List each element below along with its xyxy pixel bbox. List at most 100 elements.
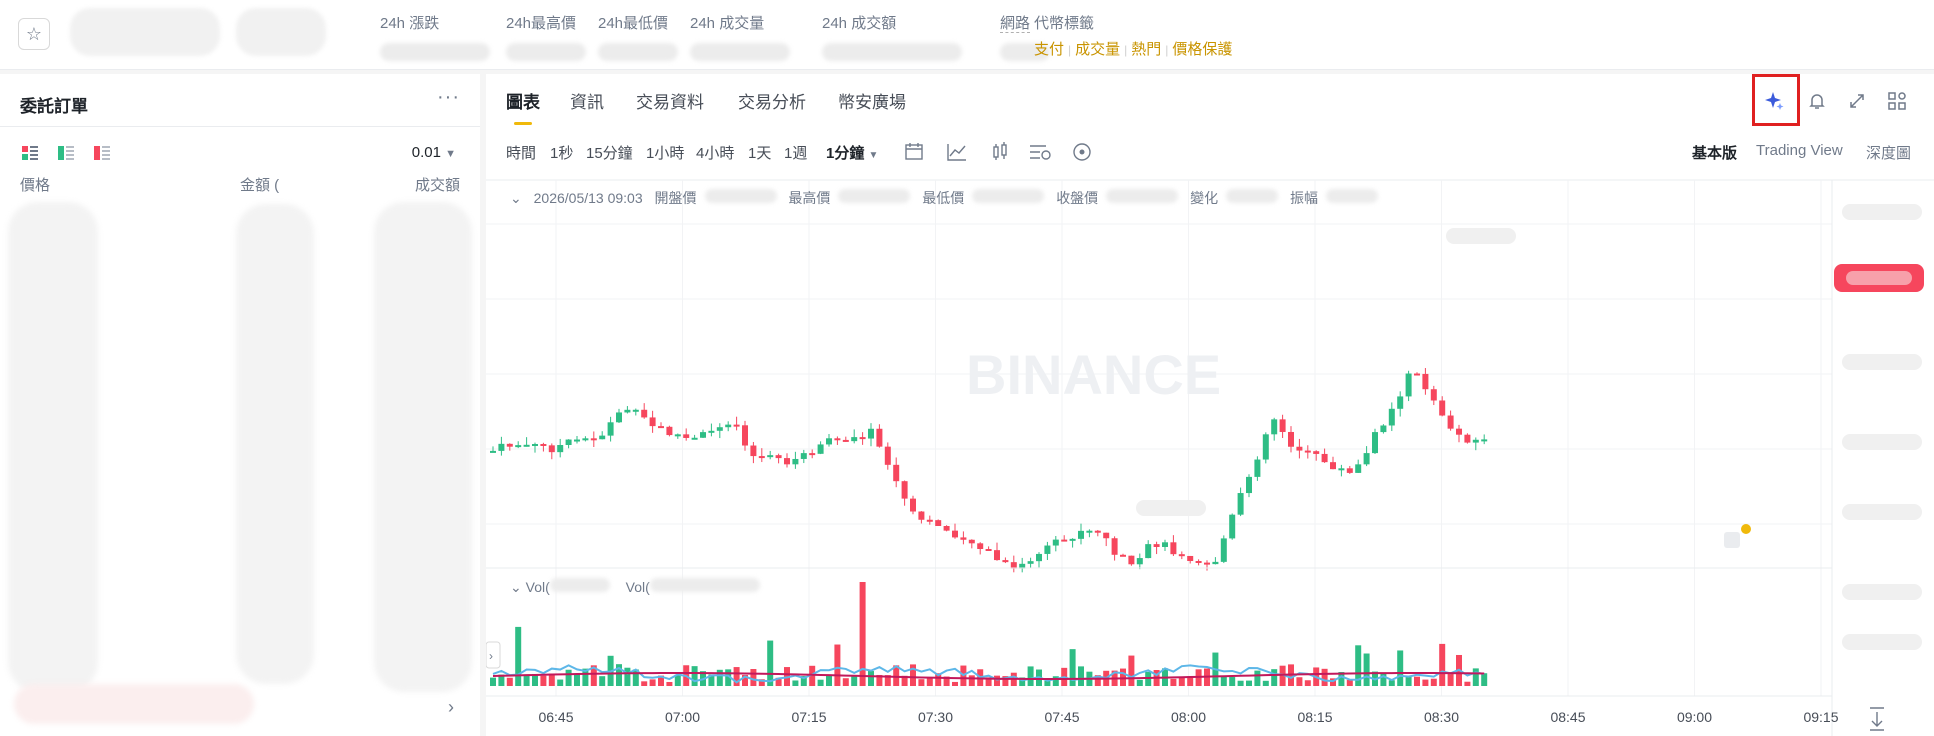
candle (1246, 476, 1252, 494)
candle (926, 519, 933, 522)
stat-network[interactable]: 網路 (1000, 12, 1050, 61)
candle (893, 464, 900, 482)
candle (607, 422, 614, 436)
candle (1304, 450, 1311, 453)
collapse-chevron-icon[interactable]: ⌄ (510, 190, 522, 206)
orderbook-both-icon[interactable] (22, 146, 38, 160)
tab-binance-square[interactable]: 幣安廣場 (838, 93, 906, 112)
volume-bar (1447, 673, 1454, 686)
volume-bars (490, 582, 1488, 686)
volume-ma-line-1 (492, 664, 1485, 684)
expand-icon[interactable] (1842, 86, 1872, 116)
volume-bar (817, 679, 824, 686)
more-options-icon[interactable]: ··· (437, 86, 460, 108)
timeframe-1s[interactable]: 1秒 (550, 145, 574, 162)
tag-volume[interactable]: 成交量 (1075, 41, 1121, 58)
candle (1078, 530, 1084, 539)
orderbook-bids-icon[interactable] (58, 146, 74, 160)
candle (1002, 560, 1009, 563)
volume-bar (1069, 649, 1076, 686)
candle (700, 432, 706, 438)
time-tick-label: 08:45 (1550, 709, 1585, 725)
candle (506, 443, 513, 447)
collapse-chevron-icon[interactable]: ⌄ (510, 579, 522, 595)
settings-icon[interactable] (1030, 145, 1051, 160)
volume-bar (649, 679, 656, 686)
volume-bar (532, 673, 538, 686)
sparkle-ai-icon[interactable] (1760, 86, 1790, 116)
candle-type-icon[interactable] (993, 142, 1007, 160)
timeframe-1m-select[interactable]: 1分鐘 ▼ (826, 145, 879, 162)
price-step-select[interactable]: 0.01 ▼ (411, 144, 456, 161)
tab-trading-data[interactable]: 交易資料 (636, 93, 704, 112)
timeframe-time[interactable]: 時間 (506, 145, 537, 162)
scroll-to-latest-icon[interactable] (1870, 707, 1884, 731)
candle (1103, 532, 1110, 539)
timeframe-1d[interactable]: 1天 (748, 145, 772, 162)
volume-bar (498, 674, 505, 686)
candle (590, 438, 597, 441)
candle (960, 537, 967, 540)
candle (1061, 539, 1068, 542)
drawing-tool-icon[interactable] (1073, 143, 1091, 161)
candle (490, 450, 496, 453)
tag-hot[interactable]: 熱門 (1131, 41, 1162, 58)
ohlc-legend: ⌄ 2026/05/13 09:03 開盤價 最高價 最低價 收盤價 變化 振幅 (510, 188, 1386, 208)
tag-price-protection[interactable]: 價格保護 (1172, 41, 1233, 58)
indicator-icon[interactable] (947, 144, 966, 161)
view-depth[interactable]: 深度圖 (1866, 145, 1912, 162)
volume-bar (1229, 677, 1236, 686)
candle (935, 520, 942, 526)
candle (1321, 453, 1328, 463)
candle (1094, 530, 1101, 533)
candle (1220, 538, 1227, 562)
favorite-star-icon[interactable]: ☆ (18, 18, 50, 50)
view-tradingview[interactable]: Trading View (1756, 142, 1843, 159)
candle (1405, 373, 1412, 397)
tab-chart[interactable]: 圖表 (506, 93, 540, 112)
candle (1120, 554, 1126, 557)
tab-trading-analysis[interactable]: 交易分析 (738, 93, 806, 112)
volume-bar (1405, 675, 1412, 686)
candle (758, 456, 765, 459)
calendar-icon[interactable] (905, 143, 923, 160)
candle (1330, 462, 1336, 470)
last-price-redacted (14, 684, 254, 724)
candle (532, 444, 538, 447)
timeframe-4h[interactable]: 4小時 (696, 145, 735, 162)
candle (1010, 562, 1017, 569)
left-collapse-icon[interactable]: › (486, 641, 501, 669)
timeframe-1w[interactable]: 1週 (784, 145, 808, 162)
volume-bar (1052, 676, 1059, 686)
volume-bar (918, 679, 925, 686)
volume-bar (733, 667, 740, 686)
volume-bar (800, 676, 807, 686)
volume-bar (674, 674, 681, 686)
view-basic[interactable]: 基本版 (1692, 145, 1738, 162)
candle (943, 525, 950, 531)
chevron-right-icon[interactable]: › (448, 697, 454, 717)
layout-grid-icon[interactable] (1882, 86, 1912, 116)
candle (1052, 539, 1059, 546)
timeframe-15m[interactable]: 15分鐘 (586, 145, 633, 162)
volume-bar (1187, 676, 1194, 686)
candlestick-chart[interactable]: BINANCE 06:45 07:00 07:15 07:30 07:45 08:00 08… (486, 74, 1934, 736)
volume-bar (1271, 669, 1278, 686)
tab-info[interactable]: 資訊 (570, 93, 604, 112)
candle (800, 453, 807, 459)
bell-icon[interactable] (1802, 86, 1832, 116)
candle (1279, 419, 1286, 432)
candle (985, 548, 992, 551)
orderbook-asks-icon[interactable] (94, 146, 110, 160)
order-rows-redacted (236, 204, 314, 684)
volume-bar (1044, 680, 1051, 686)
time-tick-label: 07:00 (665, 709, 700, 725)
col-amount: 金額 ( (240, 177, 280, 194)
volume-bar (632, 669, 639, 686)
timeframe-1h[interactable]: 1小時 (646, 145, 685, 162)
news-marker-icon[interactable] (1724, 524, 1751, 548)
candle (876, 428, 883, 447)
volume-bar (1279, 665, 1286, 686)
tag-payment[interactable]: 支付 (1034, 41, 1065, 58)
volume-bar (574, 674, 580, 686)
